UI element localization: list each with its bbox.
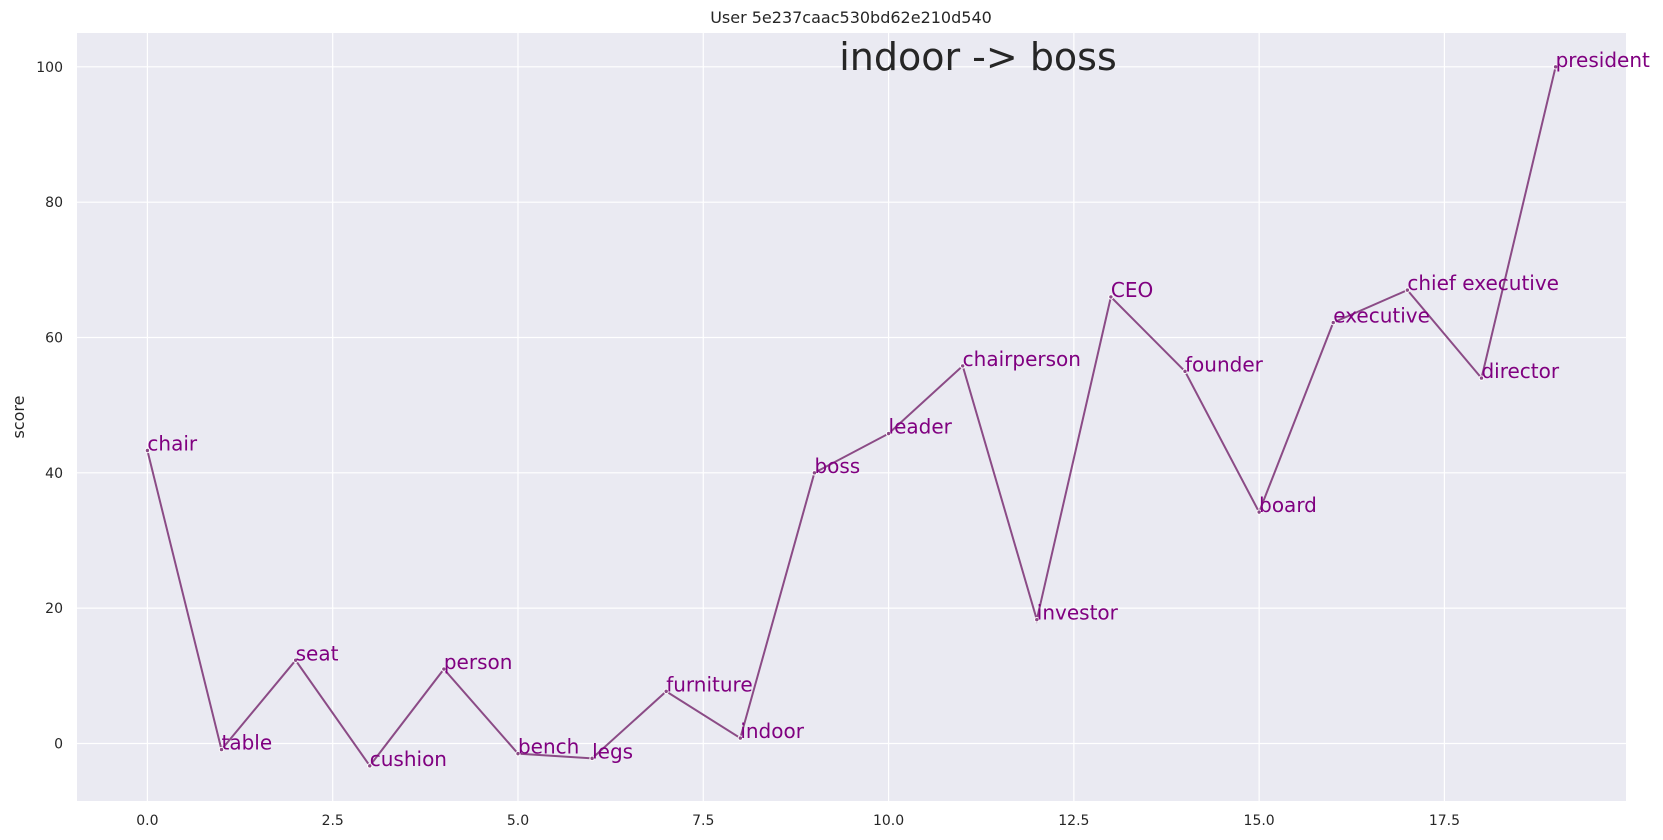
x-tick-label: 10.0 — [873, 813, 904, 829]
point-label: chief executive — [1407, 271, 1559, 295]
data-point — [1404, 287, 1411, 293]
y-axis-ticks: 0 20 40 60 80 100 — [36, 60, 63, 753]
point-label: indoor — [740, 719, 804, 743]
x-tick-label: 12.5 — [1058, 813, 1089, 829]
point-label: chair — [147, 431, 197, 455]
plot-area — [77, 33, 1626, 801]
data-point — [292, 657, 299, 663]
data-point — [1034, 616, 1040, 623]
data-point — [1108, 294, 1114, 300]
x-tick-label: 7.5 — [692, 813, 714, 829]
data-points — [144, 64, 1559, 769]
x-axis-ticks: 0.0 2.5 5.0 7.5 10.0 12.5 15.0 17.5 — [136, 813, 1460, 829]
point-label: seat — [296, 641, 339, 665]
series-line — [146, 66, 1557, 768]
chart-title: User 5e237caac530bd62e210d540 — [710, 8, 992, 27]
data-point — [144, 447, 151, 454]
data-point — [737, 735, 744, 741]
chart-annotation: indoor -> boss — [839, 35, 1117, 79]
data-point — [1552, 64, 1559, 70]
y-tick-label: 60 — [45, 330, 63, 346]
point-label: executive — [1333, 304, 1430, 328]
data-point — [663, 688, 669, 695]
data-point — [367, 763, 373, 769]
y-tick-label: 40 — [45, 466, 63, 482]
data-point — [1256, 509, 1262, 515]
point-label: legs — [592, 739, 633, 763]
point-labels: chair table seat cushion person bench legs furn… — [147, 48, 1650, 771]
data-point — [885, 430, 892, 437]
data-point — [959, 363, 966, 369]
point-label: furniture — [666, 672, 752, 696]
point-label: board — [1259, 493, 1317, 517]
y-tick-label: 100 — [36, 60, 63, 76]
data-point — [218, 746, 225, 753]
y-axis-label: score — [9, 396, 28, 439]
point-label: CEO — [1111, 278, 1153, 302]
x-tick-label: 17.5 — [1429, 813, 1460, 829]
data-point — [589, 755, 595, 762]
y-tick-label: 80 — [45, 195, 63, 211]
x-tick-label: 15.0 — [1244, 813, 1275, 829]
point-label: boss — [814, 454, 860, 478]
point-label: bench — [518, 735, 579, 759]
point-label: person — [444, 650, 513, 674]
grid-lines — [77, 33, 1626, 801]
point-label: president — [1556, 48, 1650, 72]
y-tick-label: 20 — [45, 601, 63, 617]
point-label: table — [222, 731, 273, 755]
data-point — [1182, 368, 1188, 375]
point-label: chairperson — [963, 347, 1081, 371]
y-tick-label: 0 — [54, 736, 63, 752]
x-tick-label: 5.0 — [507, 813, 529, 829]
data-point — [515, 750, 521, 757]
point-label: founder — [1185, 352, 1264, 376]
x-tick-label: 2.5 — [322, 813, 344, 829]
point-label: investor — [1037, 601, 1119, 625]
data-point — [1478, 375, 1485, 381]
point-label: leader — [889, 415, 953, 439]
data-point — [441, 666, 447, 672]
point-label: cushion — [370, 747, 447, 771]
data-point — [1330, 319, 1336, 326]
point-label: director — [1481, 359, 1559, 383]
data-point — [811, 470, 818, 476]
x-tick-label: 0.0 — [136, 813, 158, 829]
